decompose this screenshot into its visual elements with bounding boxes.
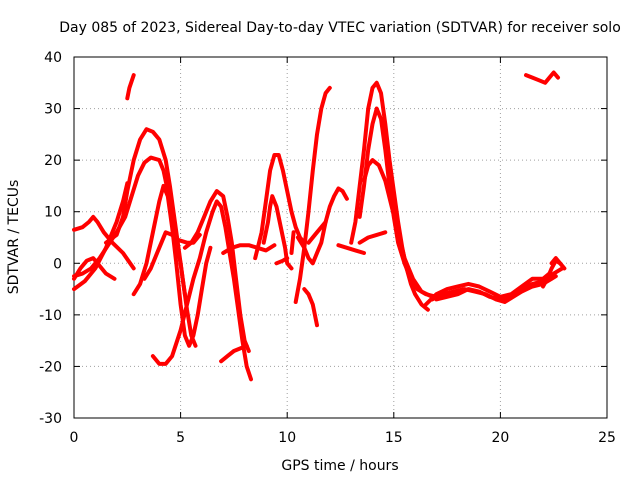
series-trace-s3 [72,256,117,281]
x-tick-label: 5 [176,430,185,446]
x-tick-label: 15 [385,430,403,446]
x-tick-label: 20 [491,430,509,446]
y-tick-label: -20 [39,359,62,375]
x-tick-label: 10 [278,430,296,446]
x-tick-label: 0 [70,430,79,446]
series-trace-s20 [306,220,328,245]
y-tick-label: 30 [44,102,62,118]
series-trace-s7 [131,183,213,348]
x-axis-label: GPS time / hours [281,458,398,474]
y-tick-label: 0 [53,256,62,272]
y-tick-label: 10 [44,205,62,221]
y-tick-label: -10 [39,308,62,324]
y-tick-label: 20 [44,153,62,169]
grid-lines [74,57,607,418]
series-trace-s28 [434,266,565,302]
data-series [72,70,567,382]
axis-ticks: 0 5 10 15 20 25 -30 -20 -10 0 10 20 30 40 [39,50,616,446]
series-trace-s23 [357,106,439,299]
plot-frame [73,56,608,419]
series-trace-s13 [253,153,307,261]
series-trace-s19 [302,287,319,328]
series-trace-s25 [357,230,388,245]
series-trace-s17 [295,186,349,266]
series-trace-s6 [125,73,136,101]
y-tick-label: 40 [44,50,62,66]
series-trace-s24 [362,158,435,299]
series-trace-s16 [289,230,296,255]
series-trace-s11 [219,343,249,364]
y-tick-label: -30 [39,411,62,427]
series-trace-s30 [549,256,563,266]
series-trace-s12 [221,243,277,255]
series-trace-s31 [524,70,560,85]
series-trace-s18 [293,85,332,304]
chart-title: Day 085 of 2023, Sidereal Day-to-day VTE… [59,20,621,36]
series-trace-s15 [274,256,290,266]
series-trace-s5 [104,127,198,348]
series-trace-s22 [349,80,430,312]
series-trace-s10 [182,189,251,353]
series-trace-s1 [72,214,136,271]
y-axis-label: SDTVAR / TECUs [6,180,22,295]
series-trace-s26 [423,271,552,307]
x-tick-label: 25 [598,430,616,446]
series-trace-s21 [336,243,366,255]
